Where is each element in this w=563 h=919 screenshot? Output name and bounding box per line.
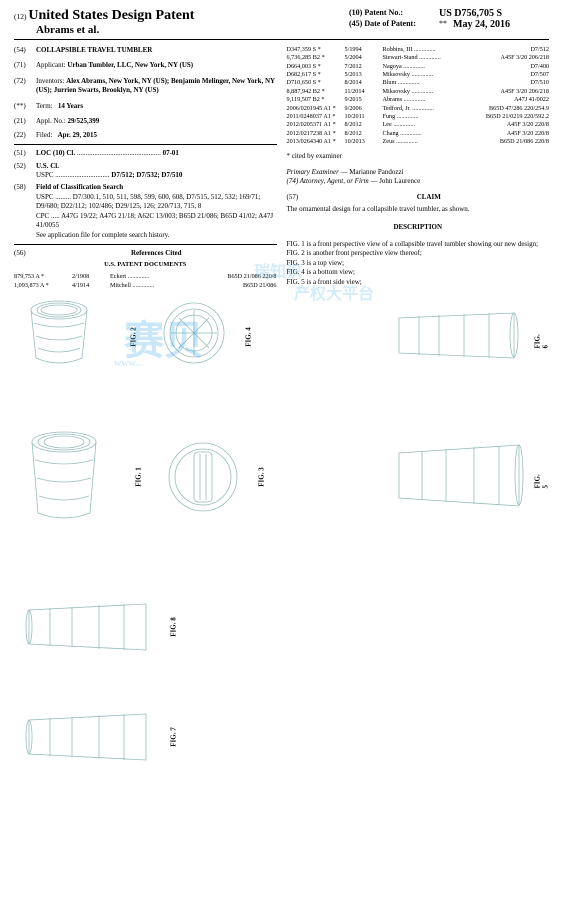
fcs-cpc: CPC ..... A47G 19/22; A47G 21/18; A62C 1… xyxy=(36,212,273,229)
us-patent-docs: U.S. PATENT DOCUMENTS xyxy=(14,261,277,270)
ref-row: 2012/0205371 A1 *8/2012Lee .............… xyxy=(287,121,550,129)
dop: May 24, 2016 xyxy=(453,19,510,30)
ref-row: 2012/0217238 A1 *8/2012Chang ...........… xyxy=(287,130,550,138)
fig2-label: FIG. 2 xyxy=(130,327,138,346)
examiner: Marianne Pandozzi xyxy=(349,168,403,176)
authors: Abrams et al. xyxy=(14,24,349,36)
fig-4-drawing xyxy=(159,298,229,368)
dop-star: ** xyxy=(439,19,453,30)
loc: 07-01 xyxy=(163,149,179,157)
patno-label: (10) Patent No.: xyxy=(349,8,439,19)
invention-title: COLLAPSIBLE TRAVEL TUMBLER xyxy=(36,46,277,55)
ref-row: 2006/0201945 A1 *9/2006Tedford, Jr. ....… xyxy=(287,105,550,113)
cited-note: * cited by examiner xyxy=(287,152,550,161)
ref-row: 879,753 A *2/1908Eckert ..............B6… xyxy=(14,273,277,281)
ref-row: D710,650 S *8/2014Blum ..............D7/… xyxy=(287,79,550,87)
fig7-label: FIG. 7 xyxy=(170,727,178,746)
inventors: Alex Abrams, New York, NY (US); Benjamin… xyxy=(36,77,275,94)
fig6-label: FIG. 6 xyxy=(534,333,550,348)
claim-hdr: CLAIM xyxy=(309,193,550,202)
ref-row: D347,359 S *5/1994Robbins, III .........… xyxy=(287,46,550,54)
claim-text: The ornamental design for a collapsible … xyxy=(287,205,550,214)
watermark-url: www... xyxy=(114,358,143,369)
desc-fig-line: FIG. 5 is a front side view; xyxy=(287,278,550,287)
fig3-label: FIG. 3 xyxy=(258,467,266,486)
ref-row: 8,887,942 B2 *11/2014Miksovsky .........… xyxy=(287,88,550,96)
desc-fig-line: FIG. 1 is a front perspective view of a … xyxy=(287,240,550,249)
ref-row: 9,119,507 B2 *9/2015Abrams .............… xyxy=(287,96,550,104)
attorney: John Laurence xyxy=(379,177,420,185)
desc-figs: FIG. 1 is a front perspective view of a … xyxy=(287,240,550,287)
fig-5-drawing xyxy=(394,428,524,523)
desc-fig-line: FIG. 4 is a bottom view; xyxy=(287,268,550,277)
fig-1-drawing xyxy=(24,428,119,528)
desc-hdr: DESCRIPTION xyxy=(287,223,550,232)
ref-row: D682,617 S *5/2013Miksovsky ............… xyxy=(287,71,550,79)
fcs-uspc: USPC ......... D7/300.1, 510, 511, 598, … xyxy=(36,193,260,210)
doc-num: (12) xyxy=(14,12,27,21)
fig-8-drawing xyxy=(24,588,154,666)
fcs-see: See application file for complete search… xyxy=(36,231,169,239)
right-refs-table: D347,359 S *5/1994Robbins, III .........… xyxy=(287,46,550,146)
left-column: (54)COLLAPSIBLE TRAVEL TUMBLER (71)Appli… xyxy=(14,46,277,290)
appl-no: 29/525,399 xyxy=(68,117,100,125)
fig1-label: FIG. 1 xyxy=(135,467,143,486)
fig-6-drawing xyxy=(394,298,524,373)
ref-row: 2013/0264340 A1 *10/2013Zeus ...........… xyxy=(287,138,550,146)
fig-7-drawing xyxy=(24,698,154,776)
term: 14 Years xyxy=(58,102,83,110)
ref-row: 6,736,285 B2 *5/2004Stewart-Stand ......… xyxy=(287,54,550,62)
fig4-label: FIG. 4 xyxy=(245,327,253,346)
ref-row: D664,003 S *7/2012Nagoya ..............D… xyxy=(287,63,550,71)
figures-area: FIG. 2 FIG. 4 FIG. 6 FIG. 1 FIG. 3 FIG. … xyxy=(14,298,549,798)
fig8-label: FIG. 8 xyxy=(170,617,178,636)
fig5-label: FIG. 5 xyxy=(534,473,550,488)
applicant: Urban Tumbler, LLC, New York, NY (US) xyxy=(67,61,193,69)
fig-2-drawing xyxy=(24,298,114,373)
right-column: D347,359 S *5/1994Robbins, III .........… xyxy=(287,46,550,290)
doc-type: United States Design Patent xyxy=(28,8,194,23)
ref-row: 1,093,873 A *4/1914Mitchell ............… xyxy=(14,282,277,290)
uscl: D7/512; D7/532; D7/510 xyxy=(111,171,182,179)
desc-fig-line: FIG. 3 is a top view; xyxy=(287,259,550,268)
left-refs-table: 879,753 A *2/1908Eckert ..............B6… xyxy=(14,273,277,290)
refs-cited: References Cited xyxy=(36,249,277,258)
patno: US D756,705 S xyxy=(439,8,502,19)
filed: Apr. 29, 2015 xyxy=(58,131,97,139)
dop-label: (45) Date of Patent: xyxy=(349,19,439,30)
patent-header: (12) United States Design Patent Abrams … xyxy=(14,8,549,40)
ref-row: 2011/0248037 A1 *10/2011Fung ...........… xyxy=(287,113,550,121)
desc-fig-line: FIG. 2 is another front perspective view… xyxy=(287,249,550,258)
fig-3-drawing xyxy=(164,438,242,516)
